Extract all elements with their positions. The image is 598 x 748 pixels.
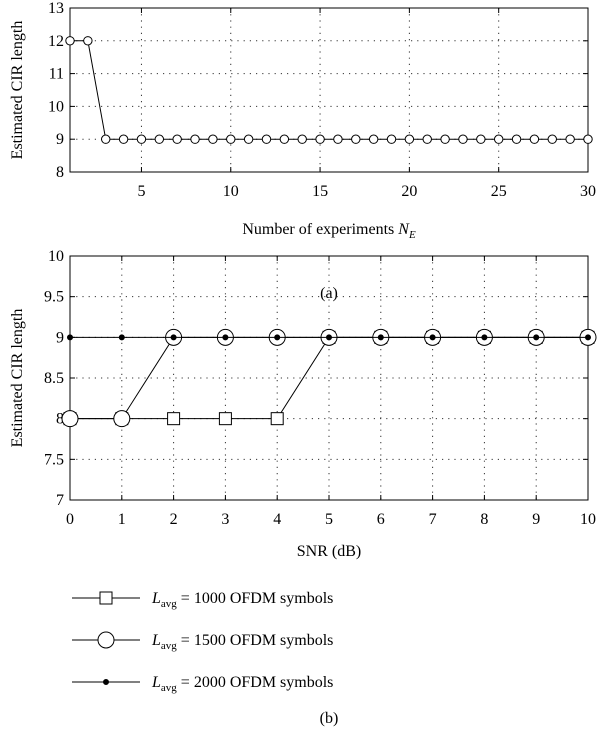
y-tick-label: 13 [48,0,64,17]
data-point-circle [583,134,593,144]
data-point-square [99,591,113,605]
data-point-dot [222,334,229,341]
data-point-circle [261,134,272,144]
chart-panel-a: 5 10 15 20 25 30 8 9 10 11 12 13 Estimated CIR lengt… [9,0,596,302]
y-tick-label: 9.5 [44,289,64,306]
data-point-circle [547,134,557,144]
x-tick-label: 30 [580,183,596,200]
data-point-dot [481,334,488,341]
x-tick-label: 25 [491,183,507,200]
x-tick-label: 15 [312,183,328,200]
data-point-circle [511,134,522,144]
legend-entry-label: Lavg = 2000 OFDM symbols [151,674,333,694]
y-tick-label: 8.5 [44,370,64,387]
data-point-circle [83,36,93,46]
x-tick-label: 6 [377,511,385,528]
data-point-circle [476,134,486,144]
y-tick-label: 7.5 [44,451,64,468]
data-point-dot [67,334,73,341]
plot-frame [69,7,589,173]
x-tick-label: 10 [223,183,239,200]
x-tick-label: 10 [580,511,596,528]
data-point-dot [429,334,436,341]
x-tick-label: 2 [170,511,178,528]
data-point-circle [97,631,115,649]
data-point-dot [533,334,540,341]
data-point-circle [154,134,165,144]
data-point-circle [243,134,254,144]
x-tick-label: 0 [66,511,74,528]
y-tick-label: 12 [48,33,64,50]
data-point-dot [585,334,591,341]
legend-entry-label: Lavg = 1000 OFDM symbols [151,590,333,610]
data-point-dot [274,334,281,341]
y-tick-label: 8 [56,411,64,428]
data-point-dot [103,679,109,685]
x-tick-label: 3 [221,511,229,528]
panel-label: (b) [320,710,339,727]
data-point-circle [386,134,397,144]
data-point-circle [404,134,415,144]
data-point-circle [118,134,129,144]
data-point-circle [315,134,325,144]
data-point-circle [172,134,182,144]
data-point-circle [297,134,307,144]
data-point-circle [190,134,200,144]
data-point-circle [458,134,468,144]
series-line [70,40,588,140]
data-point-circle [368,134,379,144]
y-tick-label: 11 [49,66,64,83]
legend-entry-label: Lavg = 1500 OFDM symbols [151,632,333,652]
data-point-dot [118,334,125,341]
x-tick-label: 4 [273,511,281,528]
data-point-dot [377,334,384,341]
data-point-circle [565,134,575,144]
data-point-circle [440,134,450,144]
data-point-square [218,412,232,426]
y-tick-label: 9 [56,131,64,148]
data-point-circle [279,134,290,144]
data-point-circle [61,410,79,428]
data-point-dot [170,334,177,341]
x-axis-label: Number of experiments NE [242,221,416,241]
chart-panel-b: 0 1 2 3 4 5 6 7 8 9 10 7 7.5 8 8.5 9 9.5 10 Estimated CIR … [9,248,597,727]
x-tick-label: 8 [480,511,488,528]
legend: Lavg = 1000 OFDM symbols Lavg = 1500 OFDM… [72,590,333,694]
data-point-circle [136,134,147,144]
y-tick-label: 10 [48,98,64,115]
data-point-circle [529,134,540,144]
data-point-circle [422,134,432,144]
x-tick-label: 5 [137,183,145,200]
data-point-circle [226,134,236,144]
x-tick-label: 9 [532,511,540,528]
y-axis-label: Estimated CIR length [9,21,26,160]
data-point-square [270,412,284,426]
y-tick-label: 9 [56,329,64,346]
data-point-circle [101,134,111,144]
y-tick-label: 7 [56,492,64,509]
x-tick-label: 20 [401,183,417,200]
data-point-circle [333,134,343,144]
data-point-circle [493,134,504,144]
x-tick-label: 7 [429,511,437,528]
data-point-circle [113,410,131,428]
data-point-dot [326,334,332,341]
x-tick-label: 1 [118,511,126,528]
y-tick-label: 8 [56,164,64,181]
x-tick-label: 5 [325,511,333,528]
data-point-circle [351,134,361,144]
data-point-square [167,412,181,426]
y-axis-label: Estimated CIR length [9,309,26,448]
y-tick-label: 10 [48,248,64,265]
data-point-circle [65,36,75,46]
data-point-circle [208,134,218,144]
x-axis-label: SNR (dB) [297,543,361,560]
